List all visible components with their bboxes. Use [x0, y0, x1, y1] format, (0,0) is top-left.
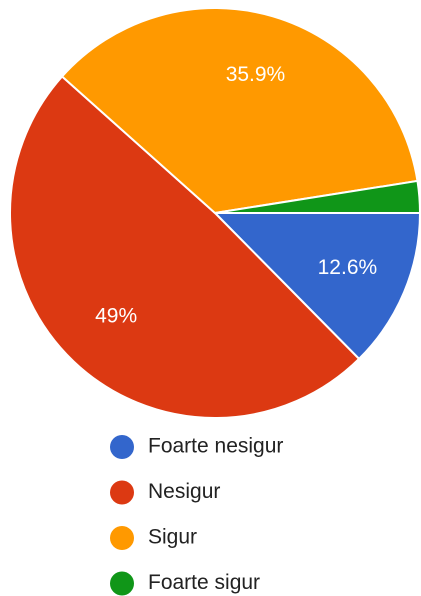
value-label: 35.9%: [226, 63, 286, 86]
legend-swatch: [110, 571, 134, 596]
pie-slice: [214, 179, 421, 214]
value-label: 49%: [95, 305, 137, 328]
legend-label: Foarte sigur: [148, 571, 260, 594]
legend-swatch: [110, 480, 134, 505]
value-label: 12.6%: [318, 256, 378, 279]
legend-swatch: [110, 526, 134, 550]
pie-slice: [60, 7, 419, 215]
pie-slice: [212, 212, 421, 361]
legend-label: Foarte nesigur: [148, 435, 283, 458]
legend-swatch: [110, 435, 134, 459]
pie-slice: [9, 75, 361, 419]
legend-label: Sigur: [148, 526, 197, 549]
legend-label: Nesigur: [148, 480, 220, 503]
